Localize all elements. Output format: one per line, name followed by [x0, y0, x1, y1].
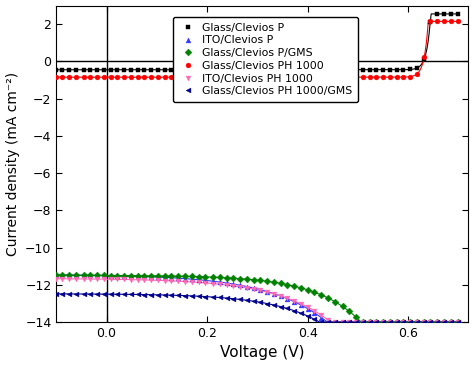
ITO/Clevios PH 1000: [182, 279, 188, 284]
Glass/Clevios PH 1000: [428, 19, 433, 23]
ITO/Clevios P: [305, 307, 311, 311]
ITO/Clevios P: [155, 275, 161, 279]
Glass/Clevios PH 1000: [168, 75, 174, 79]
Glass/Clevios PH 1000/GMS: [190, 294, 195, 298]
Glass/Clevios PH 1000: [190, 75, 195, 79]
Glass/Clevios P: [456, 12, 461, 16]
Glass/Clevios PH 1000: [155, 75, 161, 79]
X-axis label: Voltage (V): Voltage (V): [220, 346, 305, 361]
Glass/Clevios PH 1000/GMS: [168, 293, 174, 297]
ITO/Clevios P: [121, 274, 127, 278]
Line: Glass/Clevios PH 1000: Glass/Clevios PH 1000: [54, 19, 461, 80]
Line: Glass/Clevios P/GMS: Glass/Clevios P/GMS: [54, 273, 461, 324]
Glass/Clevios P/GMS: [456, 320, 461, 324]
Glass/Clevios P: [182, 68, 188, 72]
Glass/Clevios P: [168, 68, 174, 72]
Glass/Clevios P: [434, 12, 440, 16]
ITO/Clevios PH 1000: [121, 277, 127, 282]
Line: Glass/Clevios P: Glass/Clevios P: [54, 11, 461, 72]
Glass/Clevios P: [305, 68, 311, 72]
Glass/Clevios PH 1000/GMS: [155, 292, 161, 297]
Glass/Clevios P/GMS: [168, 274, 174, 278]
Glass/Clevios P/GMS: [182, 274, 188, 279]
Glass/Clevios PH 1000: [305, 75, 311, 79]
Y-axis label: Current density (mA cm⁻²): Current density (mA cm⁻²): [6, 72, 19, 256]
Legend: Glass/Clevios P, ITO/Clevios P, Glass/Clevios P/GMS, Glass/Clevios PH 1000, ITO/: Glass/Clevios P, ITO/Clevios P, Glass/Cl…: [173, 17, 358, 102]
ITO/Clevios PH 1000: [155, 278, 161, 283]
Glass/Clevios P/GMS: [305, 288, 311, 292]
Glass/Clevios P/GMS: [121, 273, 127, 278]
ITO/Clevios PH 1000: [305, 305, 311, 310]
ITO/Clevios PH 1000: [190, 280, 195, 284]
Glass/Clevios PH 1000/GMS: [456, 320, 461, 324]
Glass/Clevios PH 1000: [121, 75, 127, 79]
Glass/Clevios PH 1000/GMS: [121, 292, 127, 296]
Glass/Clevios P: [155, 68, 161, 72]
ITO/Clevios P: [456, 320, 461, 324]
ITO/Clevios PH 1000: [333, 320, 338, 324]
Glass/Clevios P/GMS: [54, 273, 59, 277]
Glass/Clevios PH 1000: [456, 19, 461, 23]
Line: ITO/Clevios P: ITO/Clevios P: [54, 272, 461, 324]
ITO/Clevios P: [54, 273, 59, 277]
Glass/Clevios P/GMS: [360, 320, 365, 324]
ITO/Clevios PH 1000: [456, 320, 461, 324]
ITO/Clevios PH 1000: [168, 279, 174, 283]
Glass/Clevios P/GMS: [190, 274, 195, 279]
ITO/Clevios P: [168, 276, 174, 280]
Glass/Clevios PH 1000/GMS: [54, 292, 59, 296]
Glass/Clevios P/GMS: [155, 274, 161, 278]
ITO/Clevios P: [182, 276, 188, 281]
Line: ITO/Clevios PH 1000: ITO/Clevios PH 1000: [54, 276, 461, 324]
ITO/Clevios PH 1000: [54, 277, 59, 281]
Glass/Clevios P: [190, 68, 195, 72]
Glass/Clevios P: [121, 68, 127, 72]
Glass/Clevios PH 1000/GMS: [319, 320, 324, 324]
Glass/Clevios PH 1000: [182, 75, 188, 79]
ITO/Clevios P: [190, 277, 195, 281]
Glass/Clevios PH 1000/GMS: [182, 294, 188, 298]
Line: Glass/Clevios PH 1000/GMS: Glass/Clevios PH 1000/GMS: [54, 291, 461, 324]
Glass/Clevios PH 1000: [54, 75, 59, 79]
ITO/Clevios P: [326, 320, 331, 324]
Glass/Clevios PH 1000/GMS: [305, 314, 311, 318]
Glass/Clevios P: [54, 68, 59, 72]
